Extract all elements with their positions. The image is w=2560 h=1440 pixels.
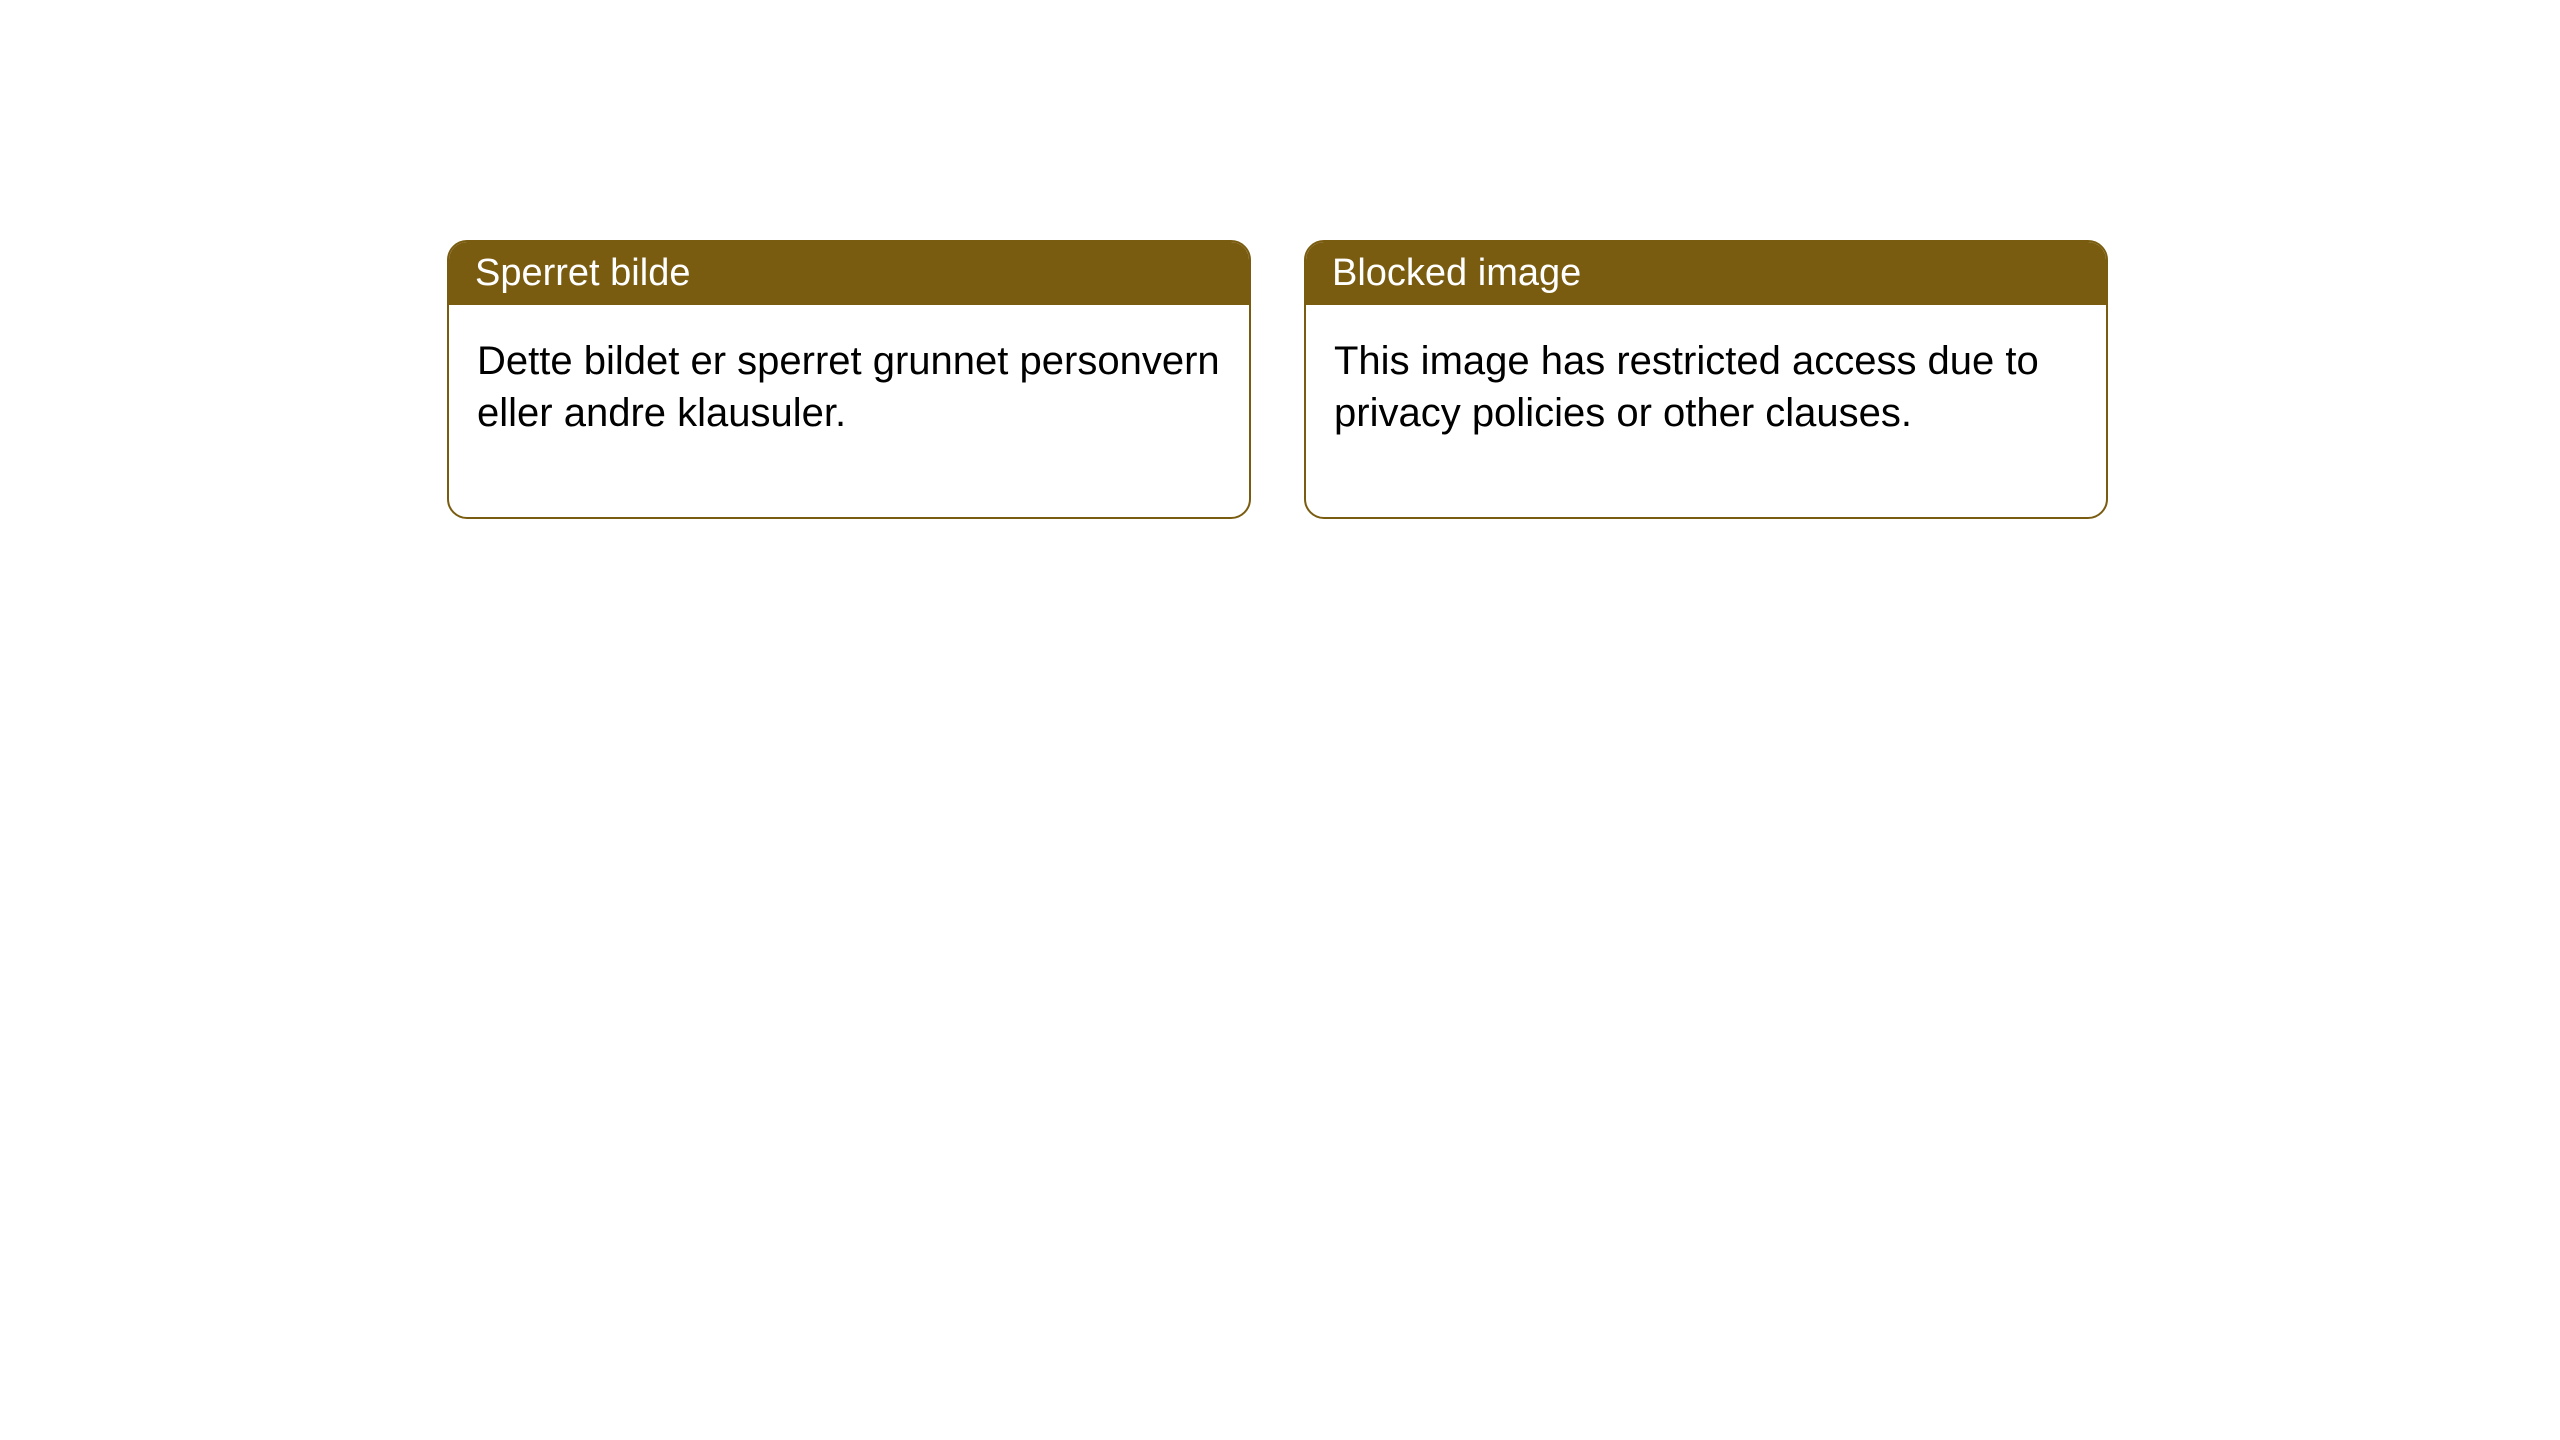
card-title: Blocked image xyxy=(1332,252,1581,294)
card-body: Dette bildet er sperret grunnet personve… xyxy=(449,305,1249,517)
card-header: Blocked image xyxy=(1306,242,2106,305)
card-header: Sperret bilde xyxy=(449,242,1249,305)
notice-cards-container: Sperret bilde Dette bildet er sperret gr… xyxy=(447,240,2108,519)
notice-card-norwegian: Sperret bilde Dette bildet er sperret gr… xyxy=(447,240,1251,519)
notice-card-english: Blocked image This image has restricted … xyxy=(1304,240,2108,519)
card-body-text: Dette bildet er sperret grunnet personve… xyxy=(477,339,1220,435)
card-body: This image has restricted access due to … xyxy=(1306,305,2106,517)
card-body-text: This image has restricted access due to … xyxy=(1334,339,2039,435)
card-title: Sperret bilde xyxy=(475,252,690,294)
